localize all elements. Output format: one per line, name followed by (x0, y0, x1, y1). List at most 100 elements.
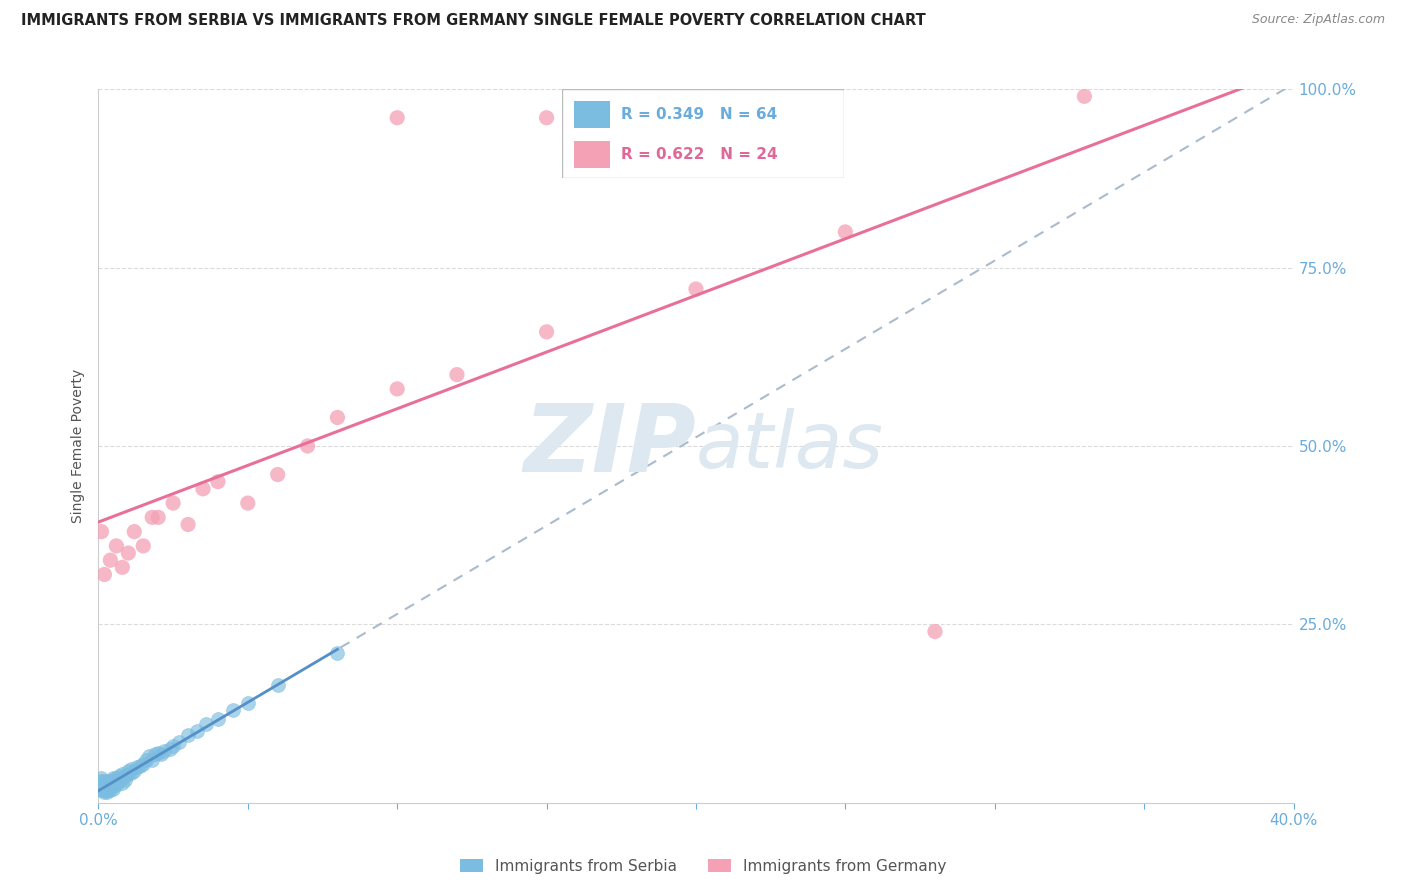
Point (111, 771, 134, 785)
Point (111, 767, 134, 781)
Point (148, 746, 170, 760)
Point (90, 771, 112, 785)
Point (103, 771, 125, 785)
Point (105, 539, 128, 553)
Point (446, 368, 468, 382)
Point (93, 785, 115, 799)
Point (100, 780, 122, 794)
Point (148, 510, 170, 524)
Point (135, 753, 157, 767)
Point (207, 712, 229, 726)
Point (132, 539, 155, 553)
Legend: Immigrants from Serbia, Immigrants from Germany: Immigrants from Serbia, Immigrants from … (454, 853, 952, 880)
Point (536, 111, 558, 125)
Point (834, 225, 856, 239)
Point (93, 774, 115, 789)
Point (129, 758, 152, 772)
Point (685, 282, 707, 296)
Point (385, 382, 409, 396)
Point (138, 749, 160, 764)
Point (326, 410, 349, 425)
Point (105, 771, 128, 785)
Point (120, 765, 142, 780)
Point (236, 696, 259, 710)
Point (108, 769, 131, 783)
Point (90, 524, 112, 539)
Point (124, 524, 146, 539)
Point (267, 678, 290, 692)
Text: R = 0.622   N = 24: R = 0.622 N = 24 (621, 147, 778, 161)
Point (120, 762, 142, 776)
Point (267, 467, 290, 482)
Point (103, 772, 125, 787)
Point (96, 774, 118, 789)
Point (150, 747, 173, 762)
Point (111, 560, 134, 574)
Point (143, 747, 166, 762)
Point (222, 703, 245, 717)
Point (159, 742, 181, 756)
Y-axis label: Single Female Poverty: Single Female Poverty (72, 369, 86, 523)
Point (186, 724, 208, 739)
Point (103, 781, 125, 796)
Point (191, 482, 214, 496)
Text: ZIP: ZIP (523, 400, 696, 492)
Bar (574, 101, 610, 128)
Point (100, 774, 122, 789)
Point (93, 783, 115, 797)
Bar (574, 141, 610, 168)
Point (103, 776, 125, 790)
Text: IMMIGRANTS FROM SERBIA VS IMMIGRANTS FROM GERMANY SINGLE FEMALE POVERTY CORRELAT: IMMIGRANTS FROM SERBIA VS IMMIGRANTS FRO… (21, 13, 925, 29)
Point (924, 624, 946, 639)
Point (167, 735, 190, 749)
Point (297, 439, 319, 453)
Point (132, 756, 155, 771)
Point (108, 774, 131, 789)
Point (195, 717, 218, 731)
Point (141, 510, 163, 524)
Point (96, 780, 118, 794)
Point (117, 546, 139, 560)
Point (141, 753, 163, 767)
Point (124, 764, 146, 778)
Point (177, 728, 200, 742)
Point (117, 767, 139, 781)
Point (385, 111, 409, 125)
Point (162, 496, 184, 510)
Point (207, 475, 229, 489)
Point (100, 783, 122, 797)
Point (96, 783, 118, 797)
Point (153, 744, 176, 758)
Point (117, 764, 139, 778)
Text: Source: ZipAtlas.com: Source: ZipAtlas.com (1251, 13, 1385, 27)
Point (100, 778, 122, 792)
Point (100, 553, 122, 567)
Point (536, 325, 558, 339)
Point (326, 646, 349, 660)
Point (111, 776, 134, 790)
Point (1073, 89, 1095, 103)
Point (96, 785, 118, 799)
Point (105, 776, 128, 790)
Point (103, 778, 125, 792)
Text: atlas: atlas (696, 408, 884, 484)
Point (127, 760, 149, 774)
Point (89, 781, 111, 796)
Point (96, 781, 118, 796)
Point (114, 772, 136, 787)
Point (93, 567, 115, 582)
Point (565, 111, 588, 125)
Point (105, 778, 128, 792)
Point (162, 739, 184, 753)
Point (90, 778, 112, 792)
Text: R = 0.349   N = 64: R = 0.349 N = 64 (621, 107, 778, 121)
Point (90, 778, 112, 792)
Point (90, 783, 112, 797)
Point (93, 778, 115, 792)
Point (108, 772, 131, 787)
Point (96, 778, 118, 792)
Point (105, 774, 128, 789)
Point (114, 769, 136, 783)
Point (93, 780, 115, 794)
Point (177, 517, 200, 532)
